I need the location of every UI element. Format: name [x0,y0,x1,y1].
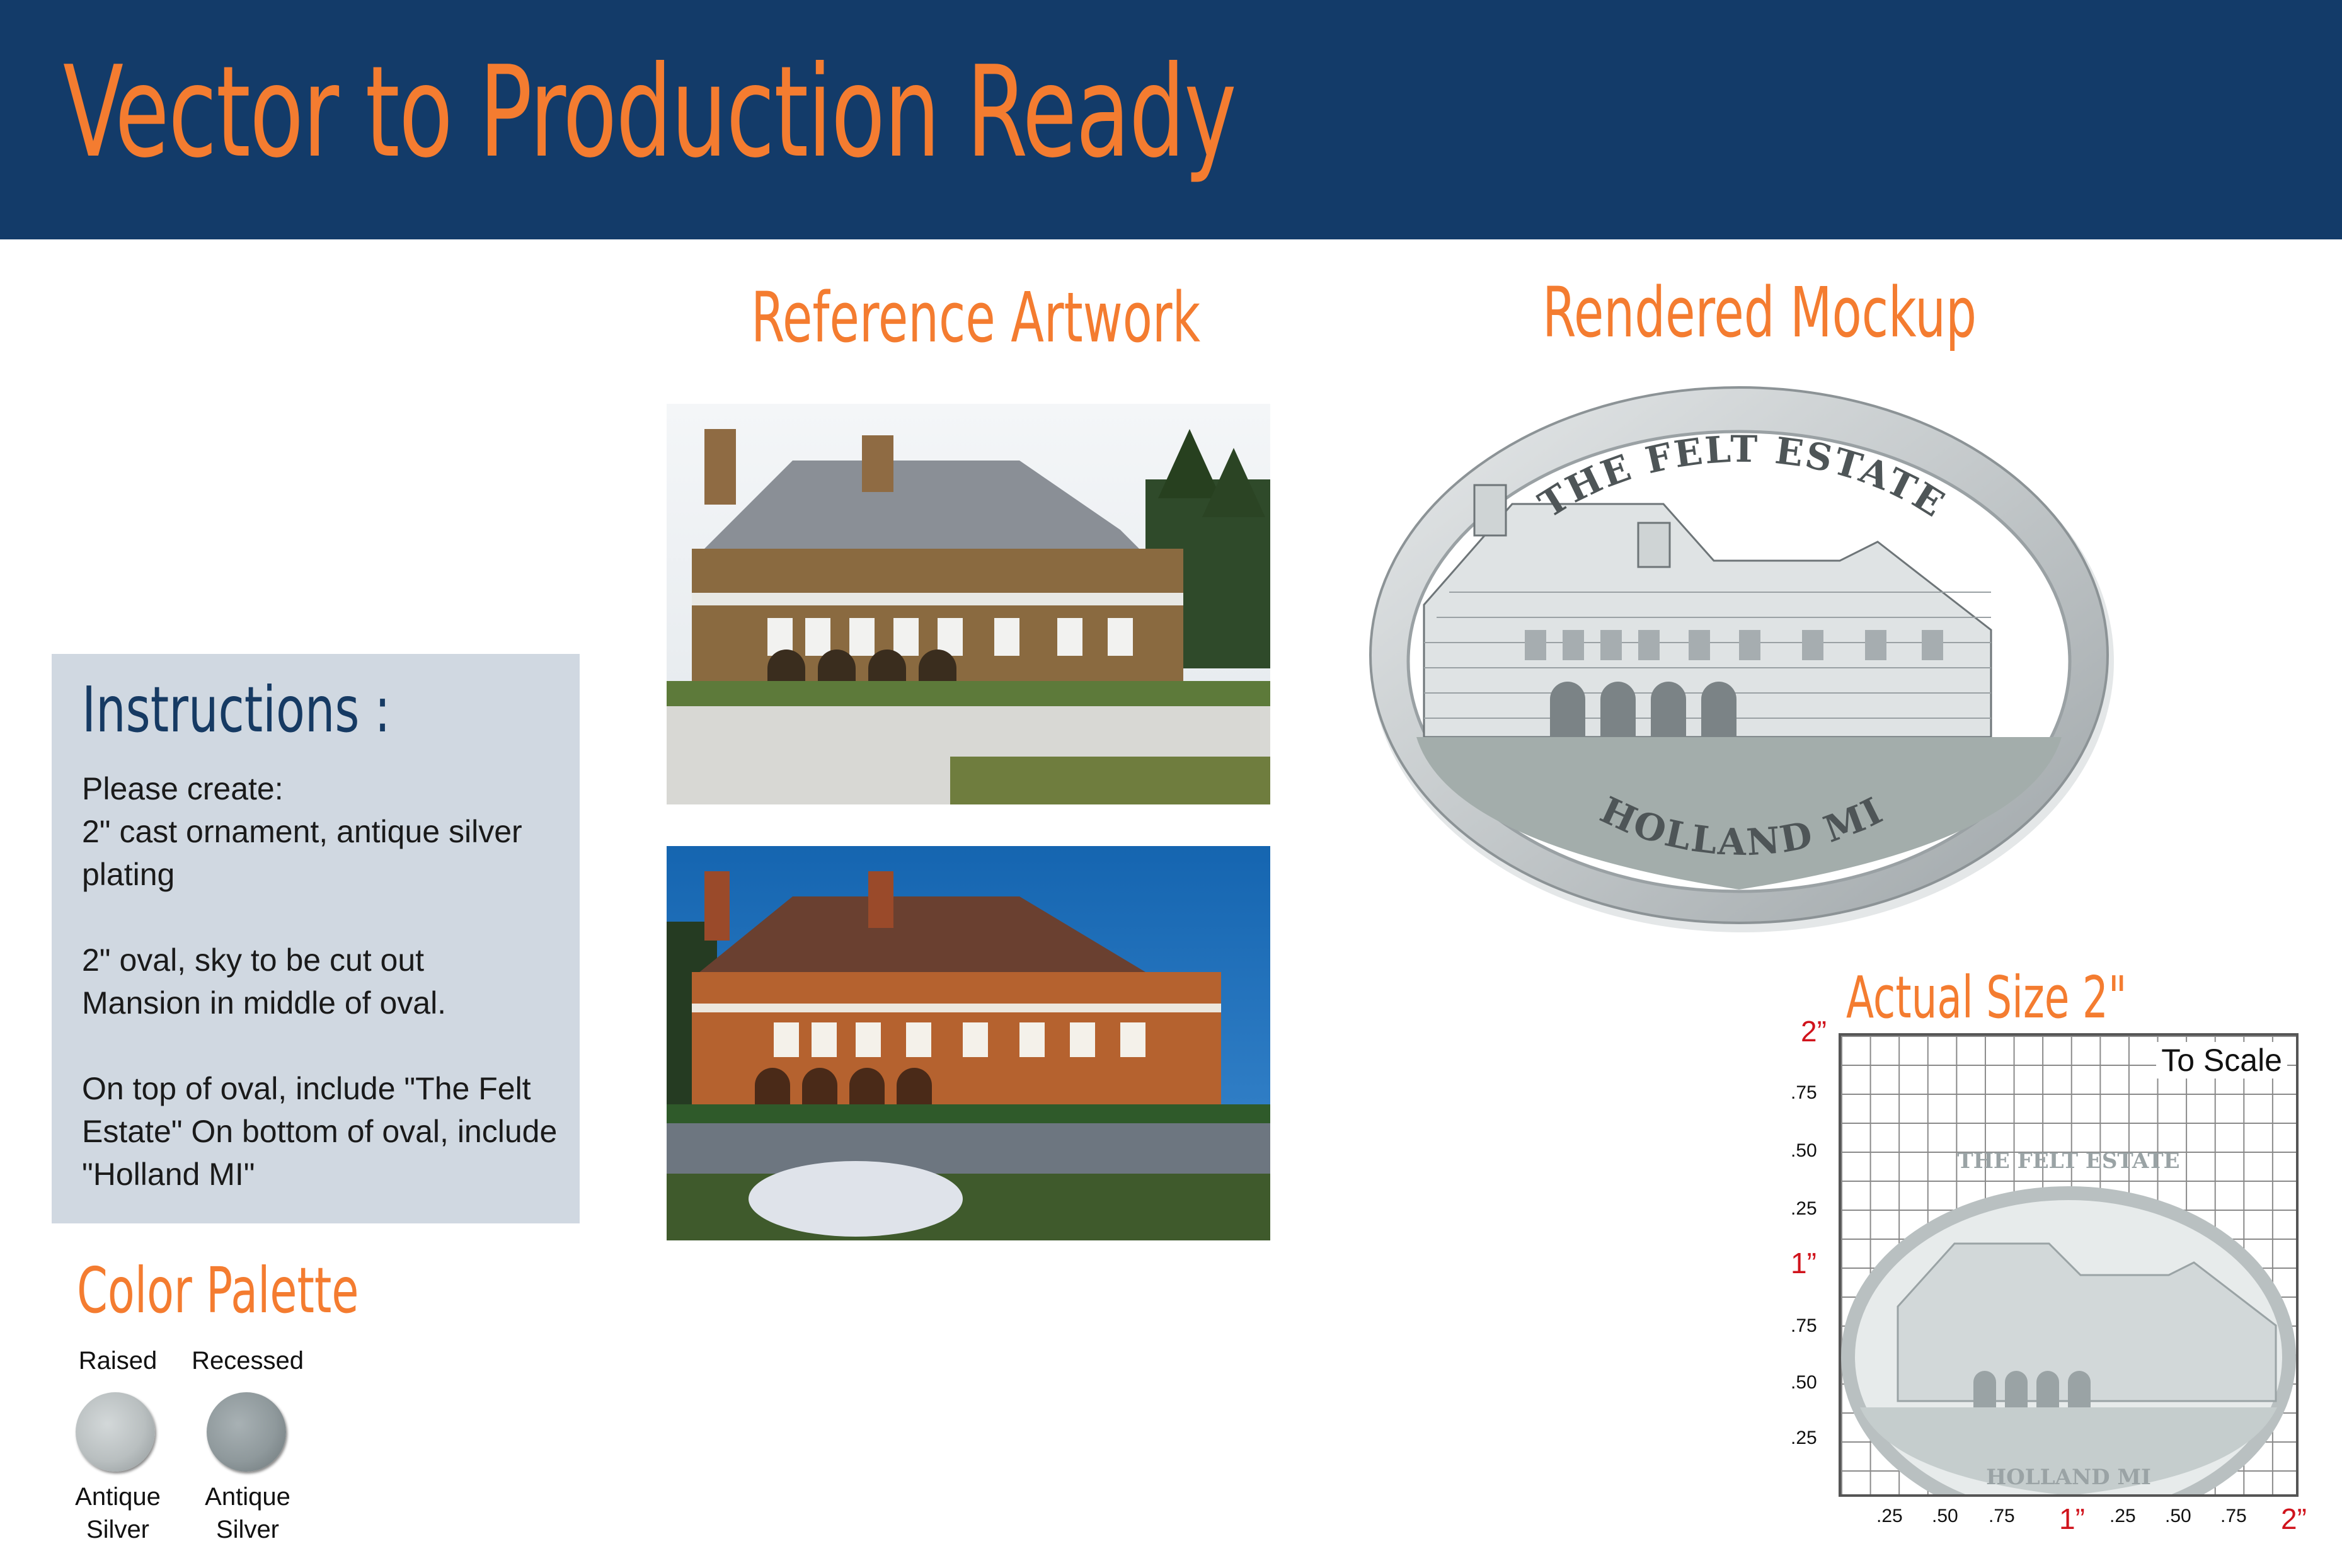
reference-photo-day [667,404,1270,804]
instructions-title: Instructions : [82,673,391,747]
x-label: .25 [1876,1506,1903,1526]
x-label: 1” [2059,1502,2085,1535]
color-palette-heading: Color Palette [77,1254,359,1327]
raised-swatch [76,1392,155,1472]
instruction-line: 2" cast ornament, antique silver plating [82,814,522,892]
y-label: 2” [1801,1015,1827,1048]
y-label: .50 [1791,1140,1817,1161]
recessed-label: Recessed [192,1347,304,1375]
rendered-mockup-heading: Rendered Mockup [1542,272,1977,353]
recessed-finish-label: Antique Silver [205,1483,290,1543]
instruction-line: On top of oval, include "The Felt Estate… [82,1071,558,1192]
instructions-panel: Instructions : Please create: 2" cast or… [52,654,580,1223]
y-label: .25 [1791,1198,1817,1219]
x-label: .50 [2165,1506,2191,1526]
instruction-line: Please create: [82,771,284,806]
y-label: 1” [1791,1247,1817,1279]
instruction-line: Mansion in middle of oval. [82,985,447,1021]
y-label: .50 [1791,1372,1817,1393]
page-title: Vector to Production Ready [63,39,1236,186]
x-label: .50 [1932,1506,1958,1526]
actual-size-heading: Actual Size 2" [1846,964,2127,1031]
raised-label: Raised [78,1347,158,1375]
instructions-body: Please create: 2" cast ornament, antique… [82,767,573,1196]
reference-photo-evening [667,846,1270,1240]
y-label: .25 [1791,1428,1817,1448]
grid-ornament-bottom-text: HOLLAND MI [1986,1465,2151,1490]
recessed-swatch [207,1392,286,1472]
raised-finish-label: Antique Silver [75,1483,161,1543]
to-scale-label: To Scale [2156,1042,2287,1079]
x-label: .25 [2110,1506,2136,1526]
x-label: .75 [2220,1506,2247,1526]
ornament-mockup: THE FELT ESTATE HOLLAND MI [1361,353,2123,958]
x-label: .75 [1989,1506,2015,1526]
instruction-line: 2" oval, sky to be cut out [82,942,425,978]
grid-ornament-top-text: THE FELT ESTATE [1957,1148,2179,1174]
y-label: .75 [1791,1315,1817,1336]
x-label: 2” [2281,1502,2307,1535]
reference-artwork-heading: Reference Artwork [751,277,1201,358]
y-label: .75 [1791,1082,1817,1103]
scale-grid: THE FELT ESTATE HOLLAND MI To Scale [1839,1033,2299,1497]
header-bar: Vector to Production Ready [0,0,2342,239]
